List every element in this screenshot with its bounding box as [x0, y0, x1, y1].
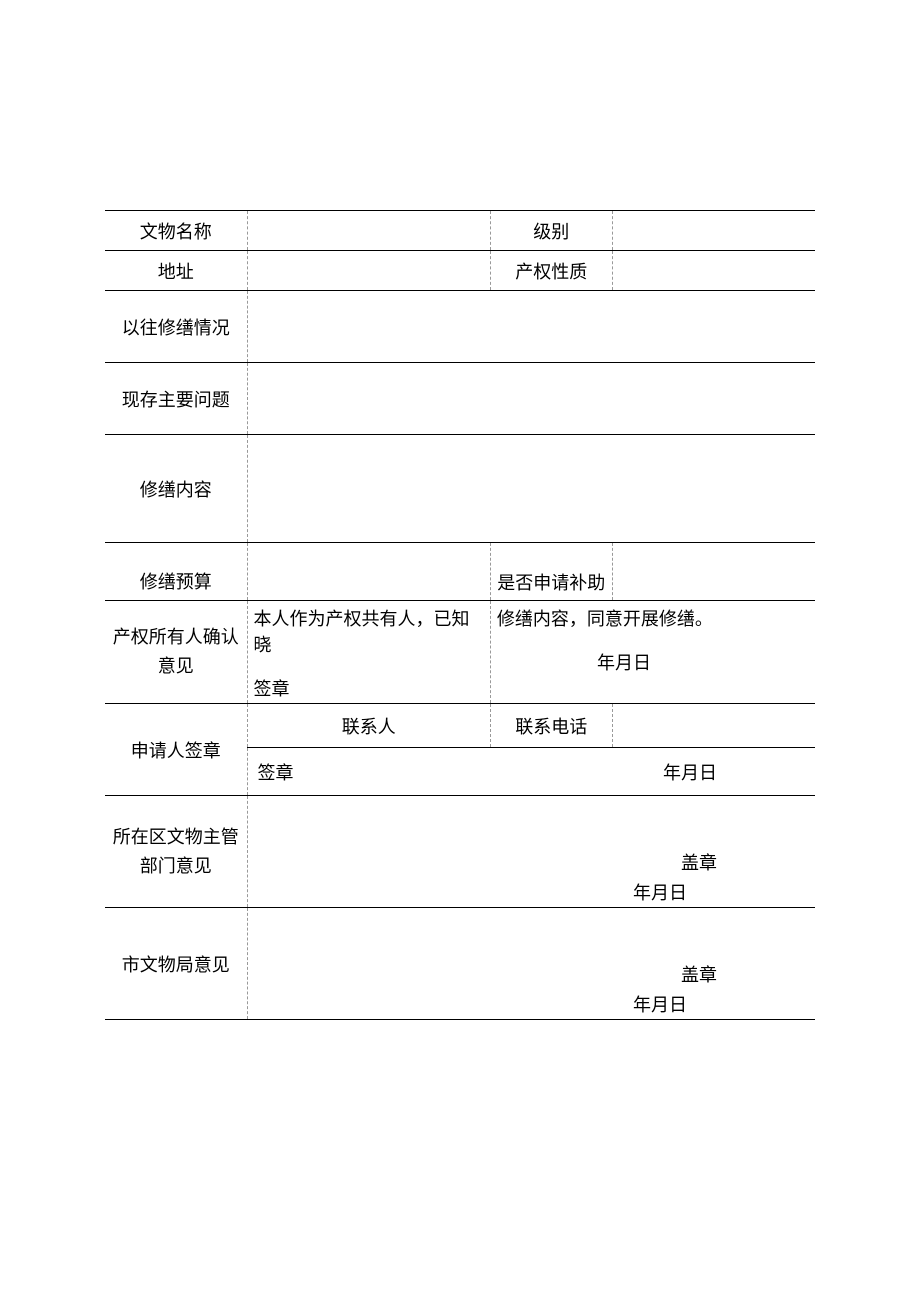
label-city-opinion: 市文物局意见 — [105, 908, 247, 1020]
label-district-opinion: 所在区文物主管部门意见 — [105, 796, 247, 908]
field-current-issues[interactable] — [247, 363, 815, 435]
label-current-issues: 现存主要问题 — [105, 363, 247, 435]
form-table: 文物名称 级别 地址 产权性质 以往修缮情况 现存主要问题 修缮内容 修缮预算 … — [105, 210, 815, 1020]
field-district-opinion[interactable]: 盖章 年月日 — [247, 796, 815, 908]
label-contact-phone: 联系电话 — [490, 704, 612, 748]
label-repair-budget: 修缮预算 — [105, 543, 247, 601]
owner-signature-label: 签章 — [254, 675, 486, 701]
owner-date: 年月日 — [497, 649, 811, 675]
field-address[interactable] — [247, 251, 490, 291]
city-date: 年月日 — [248, 991, 808, 1017]
label-address: 地址 — [105, 251, 247, 291]
label-owner-confirm: 产权所有人确认意见 — [105, 601, 247, 704]
district-stamp-label: 盖章 — [248, 849, 808, 879]
label-relic-name: 文物名称 — [105, 211, 247, 251]
owner-text-right: 修缮内容，同意开展修缮。 年月日 — [490, 601, 815, 704]
field-property-nature[interactable] — [612, 251, 815, 291]
field-relic-name[interactable] — [247, 211, 490, 251]
field-apply-subsidy[interactable] — [612, 543, 815, 601]
field-contact-phone[interactable] — [612, 704, 815, 748]
field-past-repairs[interactable] — [247, 291, 815, 363]
applicant-signature-label: 签章 — [258, 759, 294, 785]
field-city-opinion[interactable]: 盖章 年月日 — [247, 908, 815, 1020]
district-date: 年月日 — [248, 879, 808, 905]
city-stamp-label: 盖章 — [248, 961, 808, 991]
field-repair-content[interactable] — [247, 435, 815, 543]
label-contact-person: 联系人 — [247, 704, 490, 748]
field-level[interactable] — [612, 211, 815, 251]
label-property-nature: 产权性质 — [490, 251, 612, 291]
label-apply-subsidy: 是否申请补助 — [490, 543, 612, 601]
owner-text-a: 本人作为产权共有人，已知晓 — [254, 605, 486, 657]
label-repair-content: 修缮内容 — [105, 435, 247, 543]
owner-text-left: 本人作为产权共有人，已知晓 签章 — [247, 601, 490, 704]
applicant-date: 年月日 — [663, 759, 807, 785]
applicant-signature-row: 签章 年月日 — [247, 748, 815, 796]
label-applicant-sign: 申请人签章 — [105, 704, 247, 796]
label-level: 级别 — [490, 211, 612, 251]
owner-text-b: 修缮内容，同意开展修缮。 — [497, 605, 811, 631]
field-repair-budget[interactable] — [247, 543, 490, 601]
label-past-repairs: 以往修缮情况 — [105, 291, 247, 363]
